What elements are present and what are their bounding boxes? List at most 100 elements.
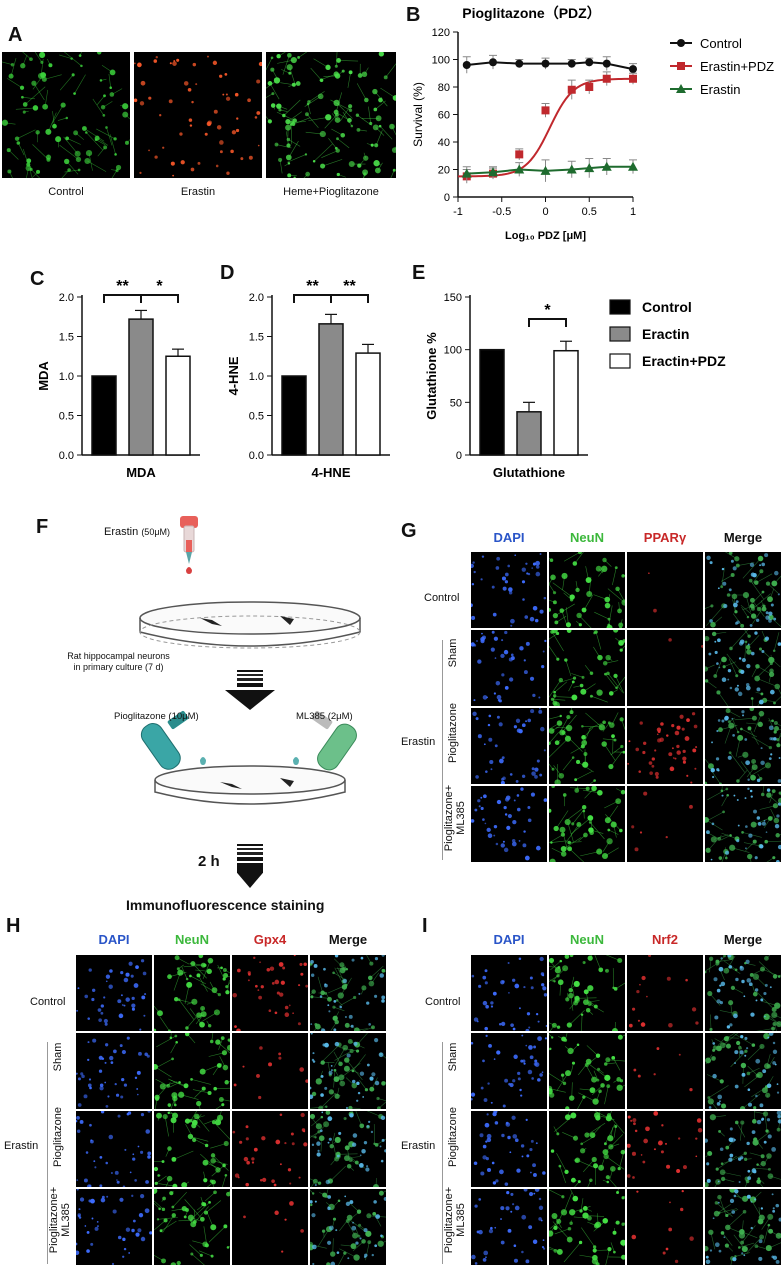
neurite: [605, 673, 617, 689]
neurite: [563, 732, 583, 752]
cell-body: [527, 572, 531, 576]
cell-body: [778, 791, 781, 795]
y-tick-label: 120: [432, 27, 450, 39]
y-tick-label: 2.0: [59, 292, 74, 304]
cell-body: [634, 847, 639, 852]
neurite: [740, 604, 754, 617]
cell-body: [471, 615, 476, 620]
cell-body: [88, 1199, 92, 1203]
cell-body: [94, 1166, 97, 1169]
cell-body: [154, 1028, 157, 1031]
cell-body: [504, 813, 508, 816]
cell-body: [171, 1205, 175, 1209]
cell-body: [606, 1180, 610, 1184]
cell-body: [351, 1142, 357, 1147]
cell-body: [734, 1120, 739, 1125]
neurite: [749, 765, 769, 777]
cell-body: [502, 980, 505, 983]
cell-body: [587, 955, 593, 961]
cell-body: [737, 691, 743, 697]
cell-body: [381, 999, 385, 1003]
cell-body: [218, 1097, 224, 1102]
cell-body: [348, 108, 353, 112]
cell-body: [473, 1017, 479, 1022]
cell-body: [750, 1226, 753, 1230]
cell-body: [253, 956, 256, 960]
cell-body: [513, 799, 516, 802]
neurite: [331, 1132, 336, 1147]
neurite: [155, 1078, 169, 1087]
cell-body: [109, 92, 115, 97]
neurite: [337, 967, 345, 982]
cell-body: [736, 779, 740, 783]
neurite: [280, 82, 294, 86]
y-tick-label: 1.5: [249, 332, 264, 344]
cell-body: [596, 1078, 600, 1082]
neurite: [706, 605, 725, 626]
cell-body: [770, 753, 773, 756]
cell-body: [742, 592, 750, 599]
neurite: [159, 1016, 170, 1031]
cell-body: [649, 771, 653, 775]
cell-body: [770, 603, 774, 607]
cell-body: [744, 738, 748, 741]
cell-body: [88, 968, 92, 972]
cell-body: [105, 980, 108, 983]
cell-body: [305, 984, 308, 988]
cell-body: [507, 564, 511, 568]
cell-body: [295, 81, 301, 86]
cell-body: [533, 1062, 538, 1066]
cell-body: [359, 1071, 365, 1076]
neurite: [303, 173, 308, 178]
cell-body: [561, 730, 566, 735]
cell-body: [148, 149, 150, 152]
cell-body: [236, 117, 239, 120]
neurite: [357, 114, 372, 126]
cell-body: [722, 581, 727, 586]
cell-body: [508, 587, 513, 592]
cell-body: [168, 1029, 171, 1031]
cell-body: [478, 1198, 482, 1201]
cell-body: [481, 632, 483, 635]
neurite: [591, 695, 608, 703]
micrograph-tile: [705, 1189, 781, 1265]
neurite: [730, 1051, 747, 1068]
cell-body: [336, 1154, 340, 1158]
neurite: [578, 1092, 596, 1102]
cell-body: [245, 1182, 249, 1187]
cell-body: [503, 847, 509, 853]
cell-body: [572, 1135, 579, 1141]
cell-body: [348, 1157, 353, 1162]
cell-body: [773, 721, 778, 725]
cell-body: [740, 1240, 745, 1245]
cell-body: [534, 1189, 540, 1192]
cell-body: [550, 574, 556, 581]
cell-body: [210, 1254, 214, 1258]
cell-body: [723, 967, 730, 974]
cell-body: [373, 1200, 377, 1204]
cell-body: [621, 574, 625, 578]
cell-body: [755, 999, 758, 1002]
cell-body: [719, 1147, 724, 1152]
cell-body: [777, 797, 781, 804]
cell-body: [248, 155, 253, 160]
neurite: [380, 87, 396, 99]
cell-body: [728, 1157, 733, 1162]
cell-body: [132, 1219, 136, 1223]
significance-bracket: [330, 294, 369, 303]
cell-body: [349, 1200, 354, 1204]
cell-body: [748, 833, 753, 838]
cell-body: [156, 1010, 163, 1017]
cell-body: [657, 738, 662, 743]
neurite: [330, 99, 351, 111]
cell-body: [381, 995, 386, 1000]
cell-body: [328, 1089, 334, 1095]
cell-body: [515, 780, 519, 783]
cell-body: [303, 1142, 308, 1147]
neurite: [126, 139, 130, 144]
cell-body: [580, 1142, 583, 1146]
neurite: [52, 111, 55, 127]
cell-body: [471, 1092, 476, 1097]
cell-body: [293, 955, 296, 957]
